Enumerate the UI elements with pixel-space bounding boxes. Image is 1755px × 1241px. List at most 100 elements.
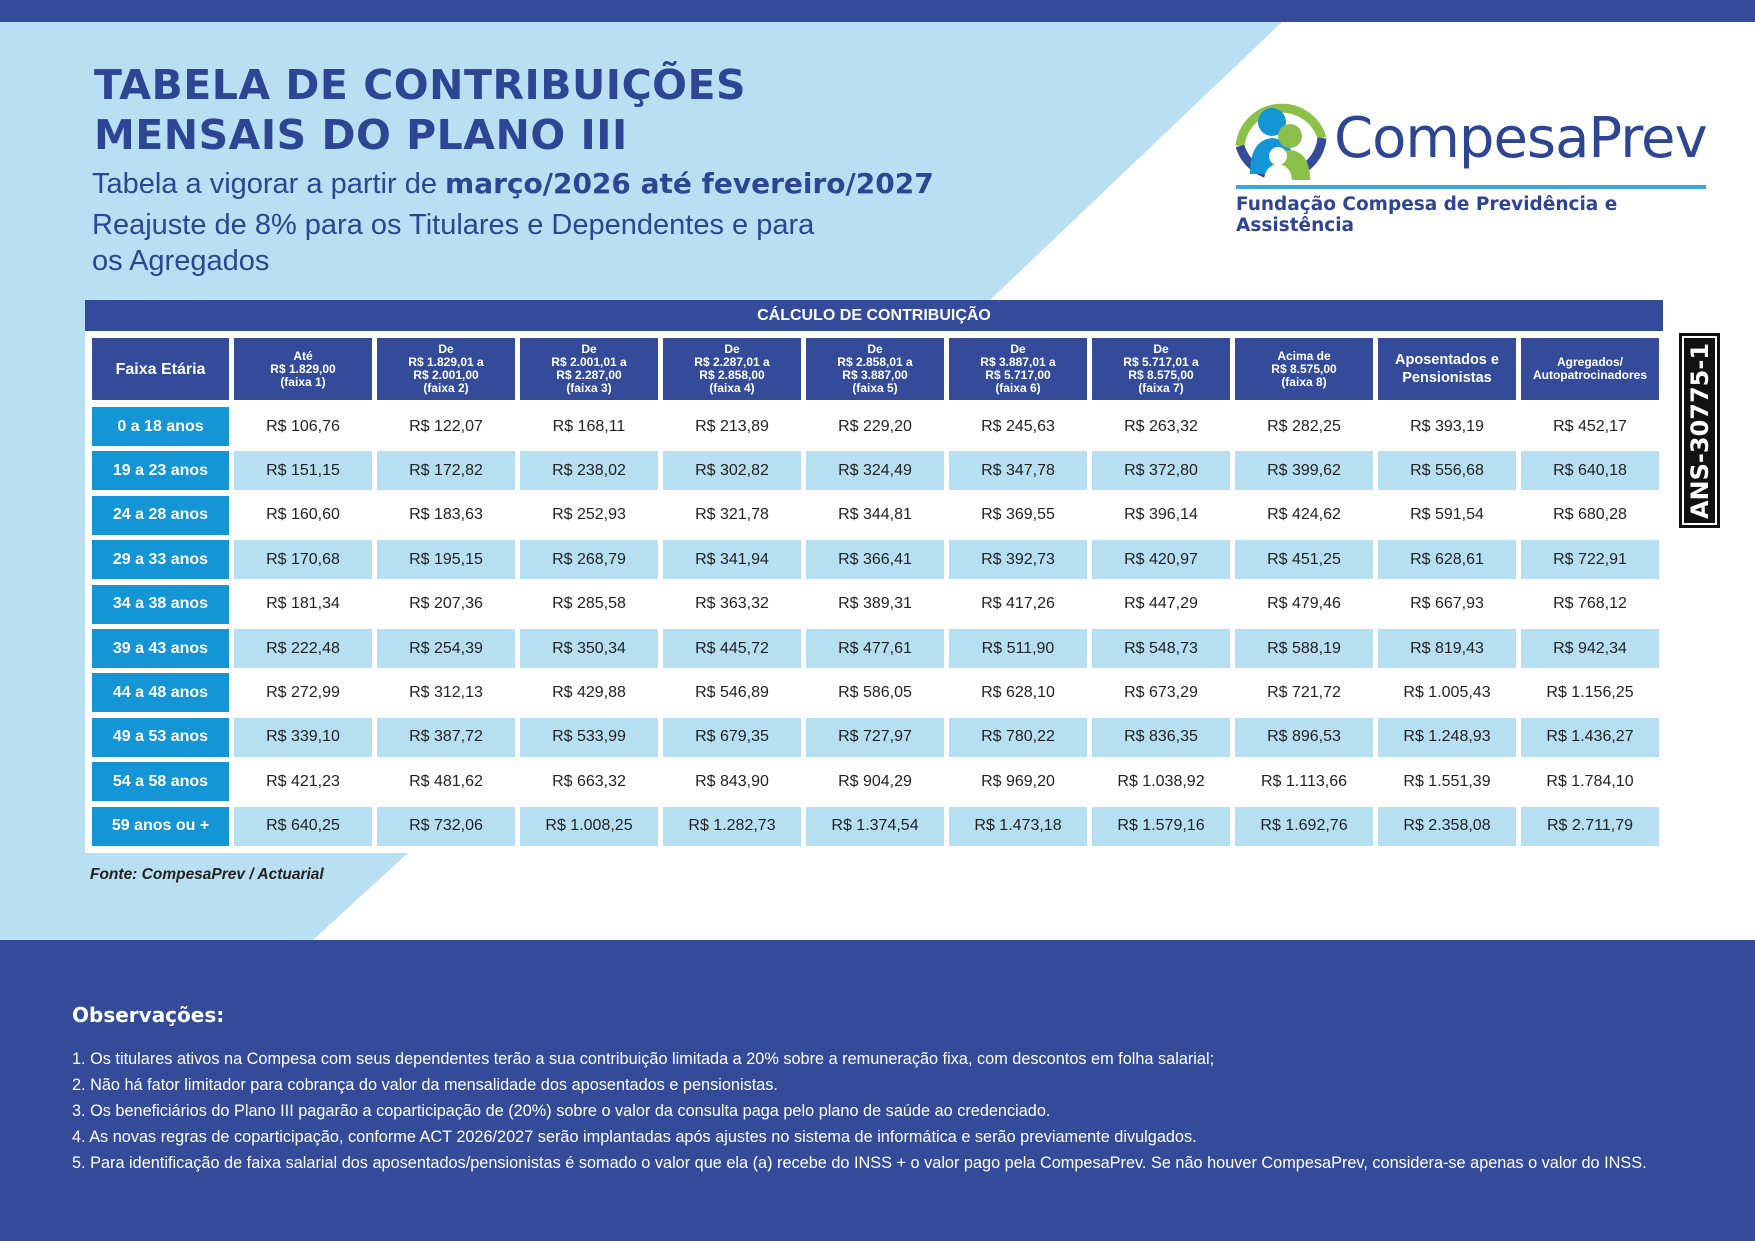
contribution-value-cell: R$ 238,02 [520, 451, 658, 491]
adjustment-line-2: os Agregados [92, 245, 270, 277]
column-header-line: R$ 1.829,00 [270, 361, 336, 376]
column-header-line: Até [293, 348, 313, 363]
column-header-line: De [438, 342, 454, 356]
contribution-value-cell: R$ 727,97 [806, 717, 944, 757]
observation-item: 1. Os titulares ativos na Compesa com se… [72, 1050, 1215, 1068]
contribution-value-cell: R$ 942,34 [1521, 629, 1659, 668]
column-header-line: R$ 8.575,00 [1271, 361, 1337, 376]
column-header-line: R$ 3.887,01 a [980, 355, 1056, 369]
contribution-value-cell: R$ 673,29 [1124, 683, 1198, 701]
contribution-value-cell: R$ 168,11 [552, 417, 626, 435]
contribution-value-cell: R$ 341,94 [663, 540, 801, 580]
contribution-value-cell: R$ 312,13 [409, 683, 483, 701]
contribution-value-cell: R$ 1.005,43 [1403, 683, 1491, 701]
column-header-line: De [1153, 342, 1169, 356]
contribution-value-cell: R$ 172,82 [377, 451, 515, 491]
table-row: 49 a 53 anos R$ 339,10 R$ 387,72 R$ 533,99 R… [92, 717, 1659, 757]
validity-period: março/2026 até fevereiro/2027 [445, 167, 934, 200]
contribution-value-cell: R$ 344,81 [838, 506, 912, 524]
contribution-value-cell: R$ 836,35 [1092, 717, 1230, 757]
contribution-value-cell: R$ 1.008,25 [520, 806, 658, 846]
contribution-value-cell: R$ 588,19 [1235, 629, 1373, 668]
title-line-2: MENSAIS DO PLANO III [94, 111, 628, 159]
contribution-value-cell: R$ 640,18 [1521, 451, 1659, 491]
contribution-value-cell: R$ 1.282,73 [663, 806, 801, 846]
column-header: De R$ 1.829,01 a R$ 2.001,00 (faixa 2) [377, 338, 515, 400]
contribution-value-cell: R$ 272,99 [266, 683, 340, 701]
observations-heading: Observações: [72, 1003, 225, 1027]
table-row: 0 a 18 anos R$ 106,76 R$ 122,07 R$ 168,11 R$… [92, 407, 1659, 446]
observations-section: Observações: 1. Os titulares ativos na C… [0, 940, 1755, 1241]
source-note: Fonte: CompesaPrev / Actuarial [90, 866, 324, 883]
contribution-value-cell: R$ 122,07 [409, 417, 483, 435]
contribution-table: CÁLCULO DE CONTRIBUIÇÃO Faixa Etária Até R… [85, 300, 1663, 853]
contribution-value-cell: R$ 181,34 [266, 595, 340, 613]
contribution-value-cell: R$ 207,36 [409, 595, 483, 613]
contribution-value-cell: R$ 680,28 [1553, 506, 1627, 524]
contribution-value-cell: R$ 106,76 [266, 417, 340, 435]
column-header-line: (faixa 4) [709, 381, 755, 395]
contribution-value-cell: R$ 451,25 [1235, 540, 1373, 580]
column-header: Aposentados e Pensionistas [1378, 338, 1516, 400]
column-header: Até R$ 1.829,00 (faixa 1) [234, 338, 372, 400]
contribution-value-cell: R$ 722,91 [1521, 540, 1659, 580]
column-header-line: (faixa 2) [423, 381, 469, 395]
contribution-value-cell: R$ 479,46 [1267, 595, 1341, 613]
logo-subtitle: Fundação Compesa de Previdência e Assist… [1236, 194, 1618, 236]
contribution-value-cell: R$ 424,62 [1267, 506, 1341, 524]
contribution-value-cell: R$ 321,78 [695, 506, 769, 524]
contribution-value-cell: R$ 268,79 [520, 540, 658, 580]
contribution-value-cell: R$ 363,32 [695, 595, 769, 613]
column-header-line: Pensionistas [1402, 370, 1492, 386]
validity-text: Tabela a vigorar a partir de março/2026 … [92, 166, 934, 202]
contribution-value-cell: R$ 429,88 [552, 683, 626, 701]
column-header: Acima de R$ 8.575,00 (faixa 8) [1235, 338, 1373, 400]
contribution-value-cell: R$ 1.473,18 [949, 806, 1087, 846]
contribution-value-cell: R$ 417,26 [981, 595, 1055, 613]
age-range-cell: 34 a 38 anos [92, 584, 229, 624]
contribution-value-cell: R$ 445,72 [663, 629, 801, 668]
ans-code: ANS-30775-1 [1685, 342, 1714, 519]
contribution-value-cell: R$ 1.156,25 [1546, 683, 1634, 701]
contribution-value-cell: R$ 389,31 [838, 595, 912, 613]
contribution-value-cell: R$ 780,22 [949, 717, 1087, 757]
column-header-line: R$ 5.717,01 a [1123, 355, 1199, 369]
contribution-value-cell: R$ 546,89 [695, 683, 769, 701]
column-header: Agregados/Autopatrocinadores [1521, 338, 1659, 400]
top-bar [0, 0, 1755, 22]
family-circle-icon [1235, 103, 1327, 182]
contribution-value-cell: R$ 591,54 [1410, 506, 1484, 524]
observation-item: 5. Para identificação de faixa salarial … [72, 1154, 1647, 1172]
contribution-value-cell: R$ 628,61 [1378, 540, 1516, 580]
column-header-line: (faixa 5) [852, 381, 898, 395]
observation-item: 4. As novas regras de coparticipação, co… [72, 1128, 1197, 1146]
table-row: 19 a 23 anos R$ 151,15 R$ 172,82 R$ 238,02 R… [92, 451, 1659, 491]
contribution-value-cell: R$ 452,17 [1553, 417, 1627, 435]
column-header: De R$ 3.887,01 a R$ 5.717,00 (faixa 6) [949, 338, 1087, 400]
column-header-line: (faixa 3) [566, 381, 612, 395]
column-header-line: R$ 2.287,01 a [694, 355, 770, 369]
age-range-cell: 0 a 18 anos [92, 407, 229, 446]
contribution-value-cell: R$ 285,58 [552, 595, 626, 613]
column-header: De R$ 5.717,01 a R$ 8.575,00 (faixa 7) [1092, 338, 1230, 400]
column-header-line: R$ 3.887,00 [842, 368, 908, 382]
column-header: Faixa Etária [92, 338, 229, 400]
column-header-line: (faixa 8) [1281, 374, 1327, 389]
contribution-value-cell: R$ 1.784,10 [1546, 772, 1634, 790]
contribution-value-cell: R$ 393,19 [1410, 417, 1484, 435]
contribution-value-cell: R$ 1.113,66 [1261, 772, 1347, 790]
column-header-line: Faixa Etária [115, 360, 206, 378]
contribution-value-cell: R$ 1.692,76 [1235, 806, 1373, 846]
column-header-line: De [724, 342, 740, 356]
column-header-line: (faixa 1) [280, 374, 326, 389]
contribution-value-cell: R$ 477,61 [806, 629, 944, 668]
contribution-value-cell: R$ 1.038,92 [1117, 772, 1205, 790]
column-header-line: R$ 2.287,00 [556, 368, 622, 382]
contribution-value-cell: R$ 1.374,54 [806, 806, 944, 846]
contribution-value-cell: R$ 263,32 [1124, 417, 1198, 435]
column-header-line: Aposentados e [1395, 352, 1499, 368]
table-row: 44 a 48 anos R$ 272,99 R$ 312,13 R$ 429,88 R… [92, 673, 1659, 713]
age-range-cell: 24 a 28 anos [92, 495, 229, 535]
table-row: 34 a 38 anos R$ 181,34 R$ 207,36 R$ 285,58 R… [92, 584, 1659, 624]
validity-prefix: Tabela a vigorar a partir de [92, 168, 446, 200]
